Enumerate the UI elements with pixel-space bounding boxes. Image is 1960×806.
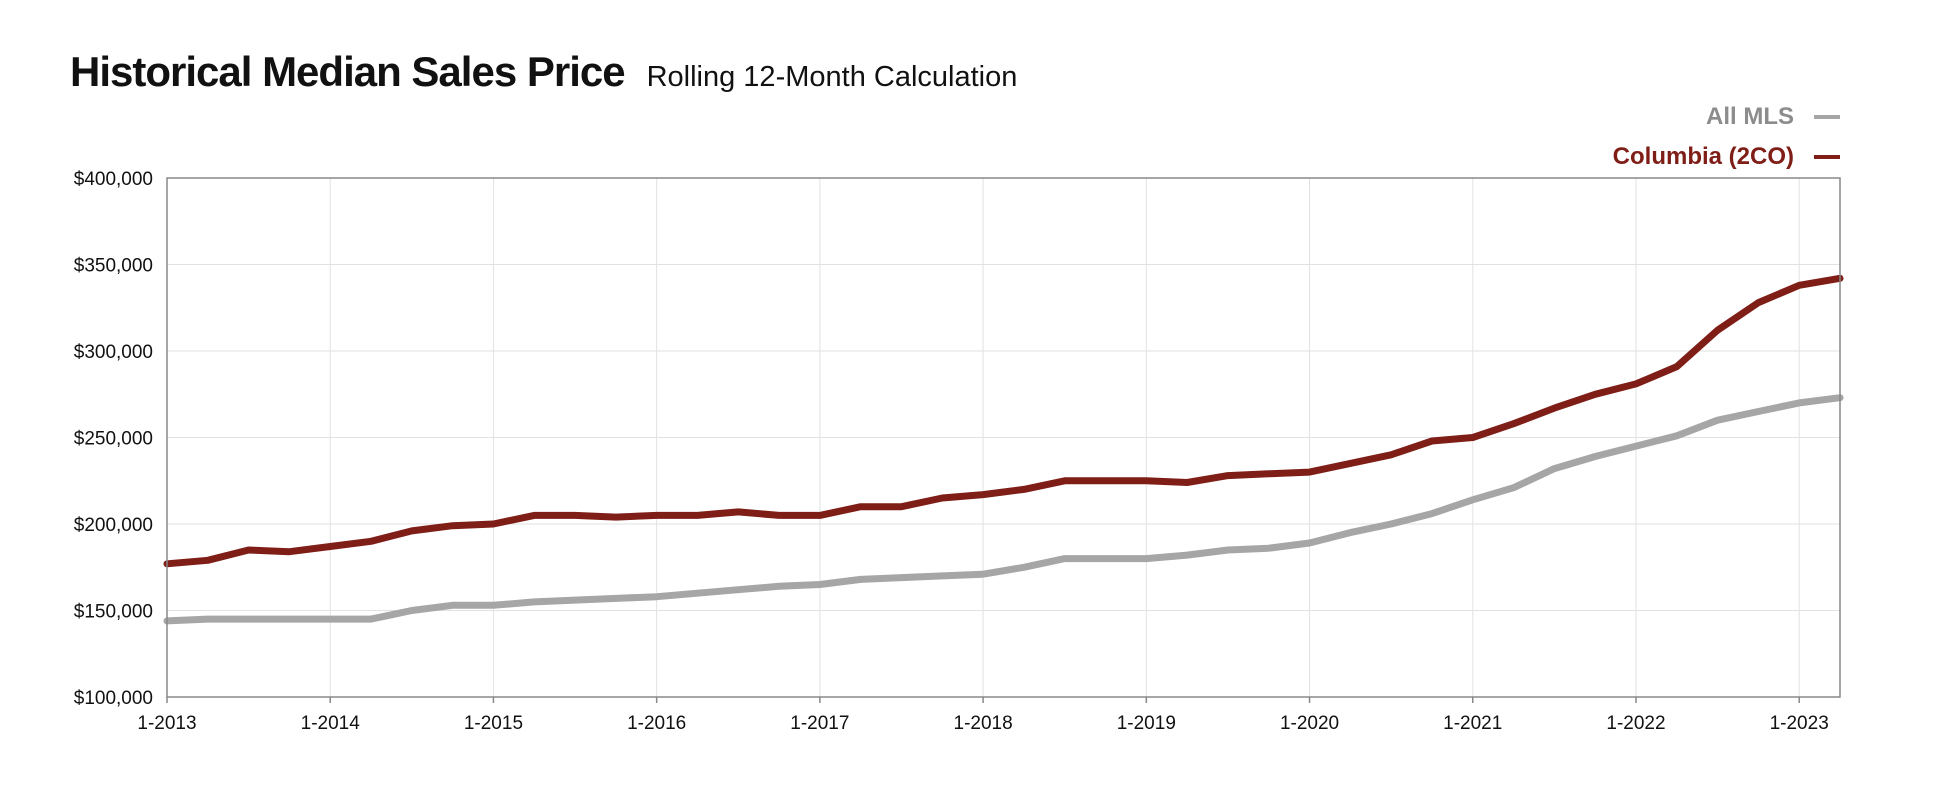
y-tick-label: $400,000	[74, 169, 153, 190]
x-tick-label: 1-2016	[627, 713, 686, 734]
grid-lines	[167, 178, 1840, 697]
x-tick-label: 1-2015	[464, 713, 523, 734]
x-axis: 1-2013 1-2014 1-2015 1-2016 1-2017 1-2018 1-20…	[137, 697, 1829, 734]
y-tick-label: $100,000	[74, 688, 153, 709]
y-tick-label: $350,000	[74, 256, 153, 277]
series-line-columbia-2co	[163, 274, 1844, 568]
x-tick-label: 1-2022	[1606, 713, 1665, 734]
legend-label: All MLS	[1706, 103, 1794, 130]
x-tick-label: 1-2017	[790, 713, 849, 734]
x-tick-label: 1-2013	[137, 713, 196, 734]
chart-header: Historical Median Sales Price Rolling 12…	[70, 48, 1017, 108]
x-tick-label: 1-2019	[1117, 713, 1176, 734]
chart-subtitle: Rolling 12-Month Calculation	[646, 61, 1018, 93]
x-tick-label: 1-2018	[954, 713, 1013, 734]
x-tick-label: 1-2023	[1770, 713, 1829, 734]
chart-title: Historical Median Sales Price	[70, 48, 626, 95]
series-line-all-mls	[163, 394, 1844, 625]
x-tick-label: 1-2014	[301, 713, 361, 734]
legend: All MLS Columbia (2CO)	[1613, 97, 1840, 177]
legend-item-all-mls: All MLS	[1613, 97, 1840, 137]
legend-label: Columbia (2CO)	[1612, 143, 1794, 170]
y-tick-label: $250,000	[74, 429, 153, 450]
legend-item-columbia-2co: Columbia (2CO)	[1613, 137, 1840, 177]
y-tick-label: $300,000	[74, 342, 153, 363]
y-tick-label: $150,000	[74, 602, 153, 623]
x-tick-label: 1-2021	[1443, 713, 1502, 734]
legend-swatch	[1814, 155, 1840, 159]
series-layer	[163, 274, 1844, 625]
plot-frame	[166, 177, 1841, 698]
y-axis: $100,000 $150,000 $200,000 $250,000 $300,000…	[74, 169, 153, 709]
y-tick-label: $200,000	[74, 515, 153, 536]
legend-swatch	[1814, 115, 1840, 119]
x-tick-label: 1-2020	[1280, 713, 1339, 734]
